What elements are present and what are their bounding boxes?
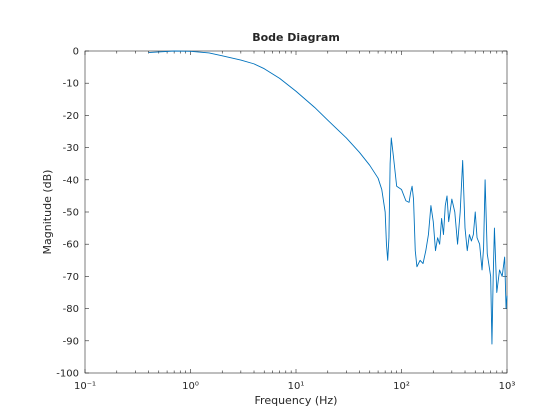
y-tick-label: -50 bbox=[63, 208, 79, 219]
y-axis-label: Magnitude (dB) bbox=[41, 170, 54, 255]
y-tick-label: -80 bbox=[63, 304, 79, 315]
y-tick-label: -10 bbox=[63, 79, 79, 90]
x-axis-label: Frequency (Hz) bbox=[255, 394, 338, 407]
y-tick-label: -100 bbox=[56, 369, 79, 380]
x-tick-label: 10³ bbox=[499, 381, 516, 392]
x-tick-label: 10² bbox=[393, 381, 410, 392]
y-tick-label: -40 bbox=[63, 175, 79, 186]
chart-title: Bode Diagram bbox=[252, 31, 340, 44]
x-tick-label: 10⁻¹ bbox=[74, 381, 96, 392]
y-tick-label: -60 bbox=[63, 240, 79, 251]
x-tick-label: 10¹ bbox=[288, 381, 305, 392]
y-tick-label: -90 bbox=[63, 336, 79, 347]
y-tick-label: -70 bbox=[63, 272, 79, 283]
x-tick-label: 10⁰ bbox=[182, 381, 199, 392]
y-tick-label: -20 bbox=[63, 111, 79, 122]
series-line bbox=[148, 50, 508, 345]
y-tick-label: -30 bbox=[63, 143, 79, 154]
y-tick-label: 0 bbox=[73, 47, 79, 58]
